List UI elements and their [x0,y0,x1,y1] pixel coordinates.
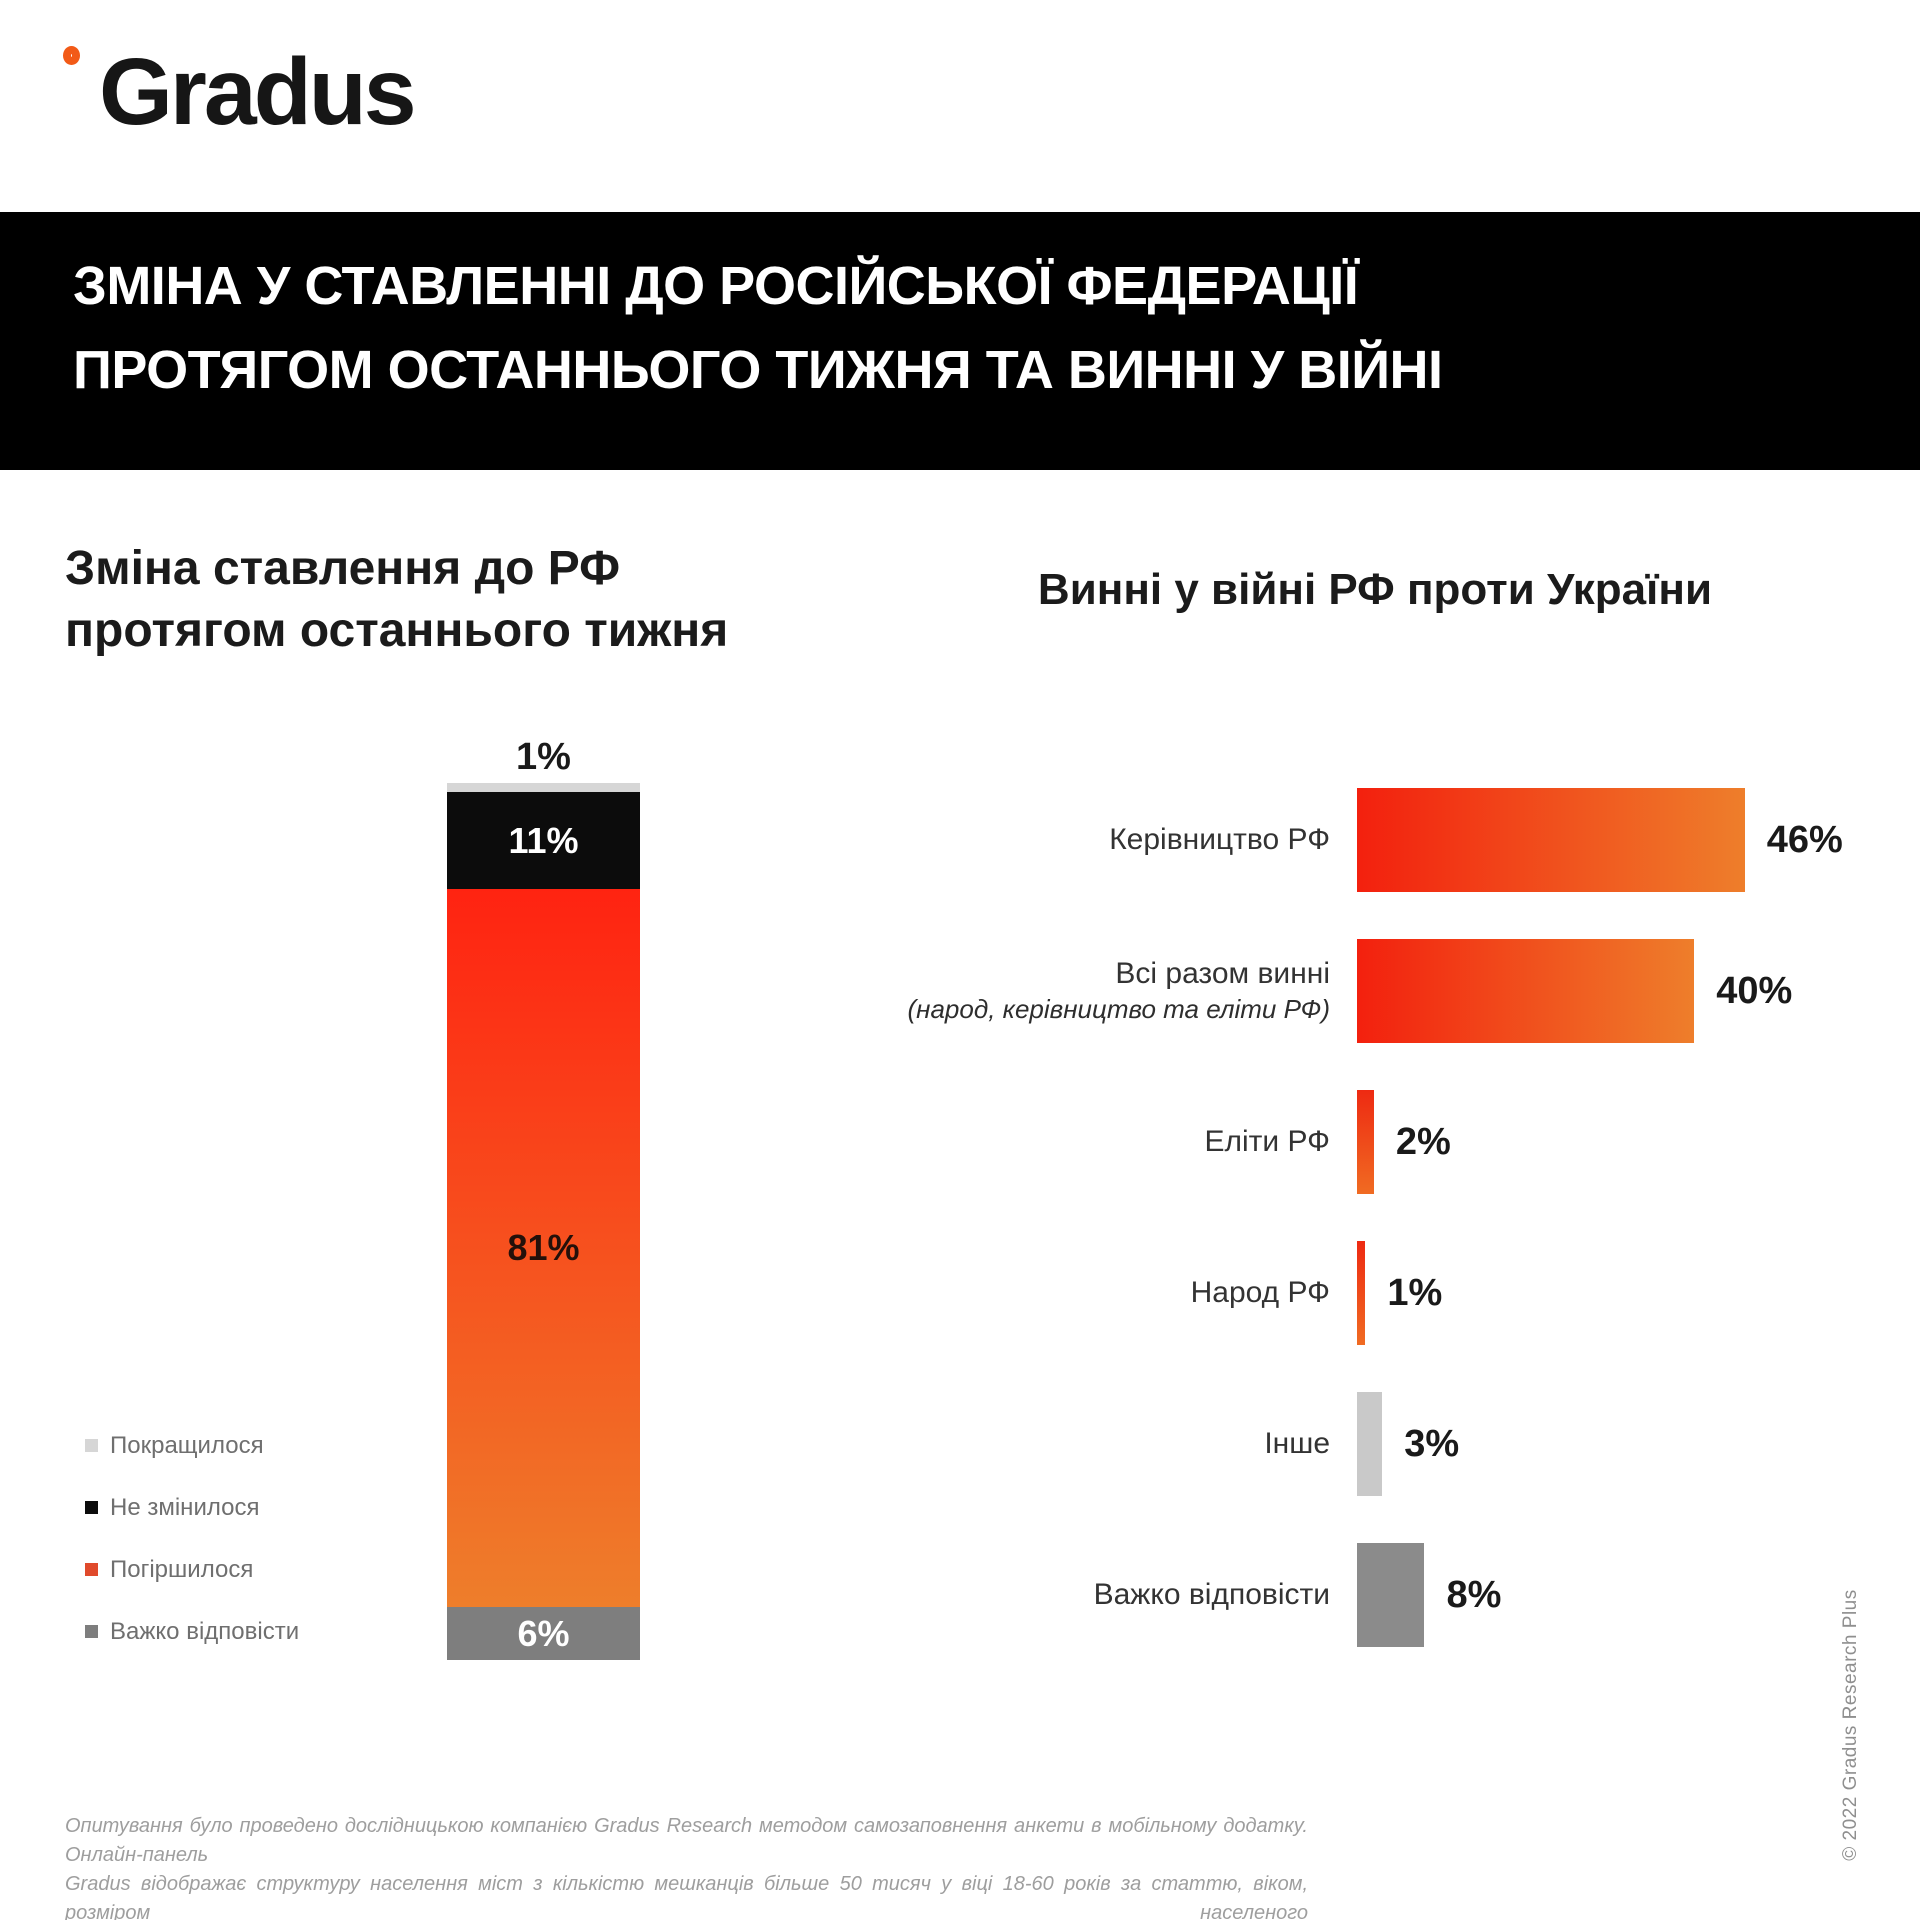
legend-item-unchanged: Не змінилося [85,1493,299,1522]
logo-text: Gradus [99,39,417,145]
bar-other [1357,1392,1383,1496]
banner-title-line1: ЗМІНА У СТАВЛЕННІ ДО РОСІЙСЬКОЇ ФЕДЕРАЦІ… [73,256,1359,316]
bar-all-together [1357,939,1695,1043]
legend-item-improved: Покращилося [85,1431,299,1460]
footnote: Опитування було проведено дослідницькою … [65,1812,1308,1920]
horizontal-bar-chart: Керівництво РФ 46% Всі разом винні (наро… [0,788,1920,1698]
legend-label-unchanged: Не змінилося [110,1493,260,1521]
bar-row-leadership: Керівництво РФ 46% [0,788,1920,892]
bar-value-elites: 2% [1395,1120,1451,1163]
legend-label-hard-to-say: Важко відповісти [110,1617,300,1645]
bar-label-leadership: Керівництво РФ [1109,823,1330,856]
legend-swatch-improved [85,1439,98,1452]
right-chart-title: Винні у війні РФ проти України [1037,565,1713,614]
bar-people [1357,1241,1366,1345]
legend: Покращилося Не змінилося Погіршилося Важ… [85,1431,299,1679]
footnote-line1: Опитування було проведено дослідницькою … [65,1815,1308,1866]
legend-swatch-unchanged [85,1501,98,1514]
bar-value-leadership: 46% [1766,818,1843,861]
legend-label-worsened: Погіршилося [110,1555,254,1583]
stacked-bar-chart: 1% 11% 81% 6% [447,736,640,1661]
stacked-segment-worsened: 81% [447,889,640,1607]
bar-label-all-together: Всі разом винні [1115,957,1330,990]
legend-item-hard-to-say: Важко відповісти [85,1617,299,1646]
bar-label-hard-to-say: Важко відповісти [1093,1578,1330,1611]
bar-row-people: Народ РФ 1% [0,1241,1920,1345]
bar-hard-to-say [1357,1543,1425,1647]
bar-label-other: Інше [1264,1427,1330,1460]
banner-title-line2: ПРОТЯГОМ ОСТАННЬОГО ТИЖНЯ ТА ВИННІ У ВІЙ… [73,340,1443,400]
degree-icon [63,46,80,65]
bar-row-other: Інше 3% [0,1392,1920,1496]
left-chart-title: Зміна ставлення до РФ протягом останньог… [65,538,728,662]
bar-sublabel-all-together: (народ, керівництво та еліти РФ) [907,994,1331,1024]
title-banner: ЗМІНА У СТАВЛЕННІ ДО РОСІЙСЬКОЇ ФЕДЕРАЦІ… [0,212,1920,470]
bar-label-people: Народ РФ [1190,1276,1330,1309]
stacked-value-worsened: 81% [507,1227,580,1269]
footnote-line2: Gradus відображає структуру населення мі… [65,1873,1308,1920]
copyright-credit: © 2022 Gradus Research Plus [1840,1589,1861,1861]
bar-row-hard-to-say: Важко відповісти 8% [0,1543,1920,1647]
stacked-segment-hard-to-say: 6% [447,1606,640,1661]
legend-swatch-worsened [85,1563,98,1576]
legend-item-worsened: Погіршилося [85,1555,299,1584]
legend-swatch-hard-to-say [85,1625,98,1638]
bar-row-elites: Еліти РФ 2% [0,1090,1920,1194]
stacked-segment-unchanged: 11% [447,791,640,890]
left-chart-title-line2: протягом останнього тижня [65,604,729,657]
bar-row-all-together: Всі разом винні (народ, керівництво та е… [0,939,1920,1043]
stacked-value-hard-to-say: 6% [517,1612,570,1654]
left-chart-title-line1: Зміна ставлення до РФ [65,542,621,595]
bar-leadership [1357,788,1745,892]
stacked-value-unchanged: 11% [508,819,579,861]
bar-value-all-together: 40% [1716,969,1793,1012]
bar-value-people: 1% [1387,1271,1443,1314]
stacked-segment-improved [447,783,640,792]
bar-label-elites: Еліти РФ [1204,1125,1331,1158]
bar-elites [1357,1090,1374,1194]
bar-value-hard-to-say: 8% [1446,1573,1502,1616]
legend-label-improved: Покращилося [110,1431,264,1459]
stacked-value-improved: 1% [516,736,571,778]
bar-value-other: 3% [1404,1422,1460,1465]
